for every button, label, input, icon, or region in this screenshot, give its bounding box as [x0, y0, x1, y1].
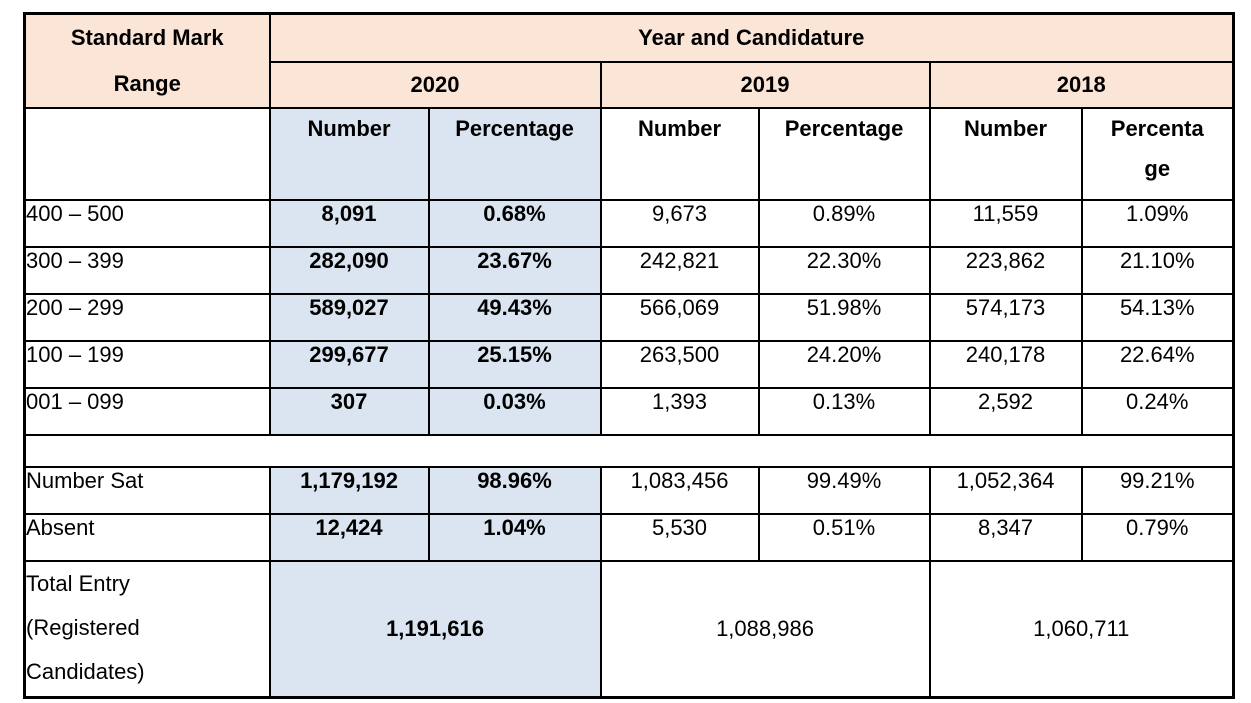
total-cell-2018: 1,060,711: [928, 560, 1235, 698]
number-cell-2020: 1,179,192: [268, 466, 430, 515]
number-cell-2020: 589,027: [268, 293, 430, 342]
percentage-cell-2020: 0.03%: [427, 387, 602, 436]
corner-header-cell: Standard Mark Range: [23, 12, 271, 109]
percentage-cell-2018: 0.79%: [1080, 513, 1235, 562]
number-cell-2018: 2,592: [928, 387, 1083, 436]
mark-range-row: 100 – 199 299,677 25.15% 263,500 24.20% …: [23, 340, 1235, 389]
range-label-cell: 300 – 399: [23, 246, 271, 295]
percentage-cell-2019: 0.13%: [757, 387, 931, 436]
total-label-cell: Total Entry (Registered Candidates): [23, 560, 271, 698]
year-header-2019: 2019: [599, 61, 931, 109]
number-header-2018: Number: [928, 107, 1083, 201]
number-header-2020: Number: [268, 107, 430, 201]
header-row-top: Standard Mark Range Year and Candidature: [23, 12, 1235, 109]
number-cell-2019: 1,393: [599, 387, 760, 436]
percentage-cell-2019: 22.30%: [757, 246, 931, 295]
range-label-cell: 100 – 199: [23, 340, 271, 389]
year-header-2018: 2018: [928, 61, 1235, 109]
header-row-measures: Number Percentage Number Percentage Numb…: [23, 107, 1235, 201]
percentage-header-2018: Percentage: [1080, 107, 1235, 201]
percentage-cell-2019: 0.51%: [757, 513, 931, 562]
number-cell-2020: 8,091: [268, 199, 430, 248]
number-cell-2019: 263,500: [599, 340, 760, 389]
percentage-cell-2020: 0.68%: [427, 199, 602, 248]
number-cell-2018: 11,559: [928, 199, 1083, 248]
percentage-cell-2018: 22.64%: [1080, 340, 1235, 389]
range-label-cell: 200 – 299: [23, 293, 271, 342]
percentage-cell-2018: 1.09%: [1080, 199, 1235, 248]
range-label-cell: 001 – 099: [23, 387, 271, 436]
mark-range-row: 200 – 299 589,027 49.43% 566,069 51.98% …: [23, 293, 1235, 342]
number-cell-2019: 566,069: [599, 293, 760, 342]
number-cell-2020: 282,090: [268, 246, 430, 295]
number-cell-2019: 9,673: [599, 199, 760, 248]
number-cell-2020: 299,677: [268, 340, 430, 389]
number-cell-2019: 1,083,456: [599, 466, 760, 515]
percentage-cell-2020: 49.43%: [427, 293, 602, 342]
number-header-2019: Number: [599, 107, 760, 201]
percentage-cell-2020: 98.96%: [427, 466, 602, 515]
number-cell-2018: 240,178: [928, 340, 1083, 389]
percentage-cell-2019: 51.98%: [757, 293, 931, 342]
percentage-header-2020: Percentage: [427, 107, 602, 201]
year-candidature-header: Year and Candidature: [268, 12, 1235, 64]
percentage-cell-2020: 23.67%: [427, 246, 602, 295]
mark-range-row: 400 – 500 8,091 0.68% 9,673 0.89% 11,559…: [23, 199, 1235, 248]
percentage-header-2018-text: Percentage: [1110, 116, 1204, 181]
percentage-cell-2019: 99.49%: [757, 466, 931, 515]
percentage-cell-2018: 21.10%: [1080, 246, 1235, 295]
spacer-cell: [23, 434, 1235, 468]
number-cell-2018: 1,052,364: [928, 466, 1083, 515]
percentage-header-2019: Percentage: [757, 107, 931, 201]
number-cell-2018: 574,173: [928, 293, 1083, 342]
number-cell-2019: 242,821: [599, 246, 760, 295]
summary-label-cell: Absent: [23, 513, 271, 562]
number-cell-2020: 307: [268, 387, 430, 436]
percentage-cell-2018: 0.24%: [1080, 387, 1235, 436]
year-header-2020: 2020: [268, 61, 602, 109]
empty-corner-cell: [23, 107, 271, 201]
number-cell-2019: 5,530: [599, 513, 760, 562]
number-cell-2018: 8,347: [928, 513, 1083, 562]
number-cell-2018: 223,862: [928, 246, 1083, 295]
percentage-cell-2018: 99.21%: [1080, 466, 1235, 515]
spacer-row: [23, 434, 1235, 468]
percentage-cell-2020: 25.15%: [427, 340, 602, 389]
mark-range-row: 300 – 399 282,090 23.67% 242,821 22.30% …: [23, 246, 1235, 295]
total-cell-2019: 1,088,986: [599, 560, 931, 698]
percentage-cell-2020: 1.04%: [427, 513, 602, 562]
summary-label-cell: Number Sat: [23, 466, 271, 515]
percentage-cell-2018: 54.13%: [1080, 293, 1235, 342]
total-entry-row: Total Entry (Registered Candidates) 1,19…: [23, 560, 1235, 698]
total-cell-2020: 1,191,616: [268, 560, 602, 698]
number-sat-row: Number Sat 1,179,192 98.96% 1,083,456 99…: [23, 466, 1235, 515]
percentage-cell-2019: 0.89%: [757, 199, 931, 248]
absent-row: Absent 12,424 1.04% 5,530 0.51% 8,347 0.…: [23, 513, 1235, 562]
percentage-cell-2019: 24.20%: [757, 340, 931, 389]
range-label-cell: 400 – 500: [23, 199, 271, 248]
header-row-years: 2020 2019 2018: [25, 61, 1235, 109]
mark-range-row: 001 – 099 307 0.03% 1,393 0.13% 2,592 0.…: [23, 387, 1235, 436]
total-label-text: Total Entry (Registered Candidates): [26, 571, 145, 684]
number-cell-2020: 12,424: [268, 513, 430, 562]
corner-header-text: Standard Mark Range: [70, 25, 224, 96]
results-table: Standard Mark Range Year and Candidature…: [23, 12, 1235, 699]
